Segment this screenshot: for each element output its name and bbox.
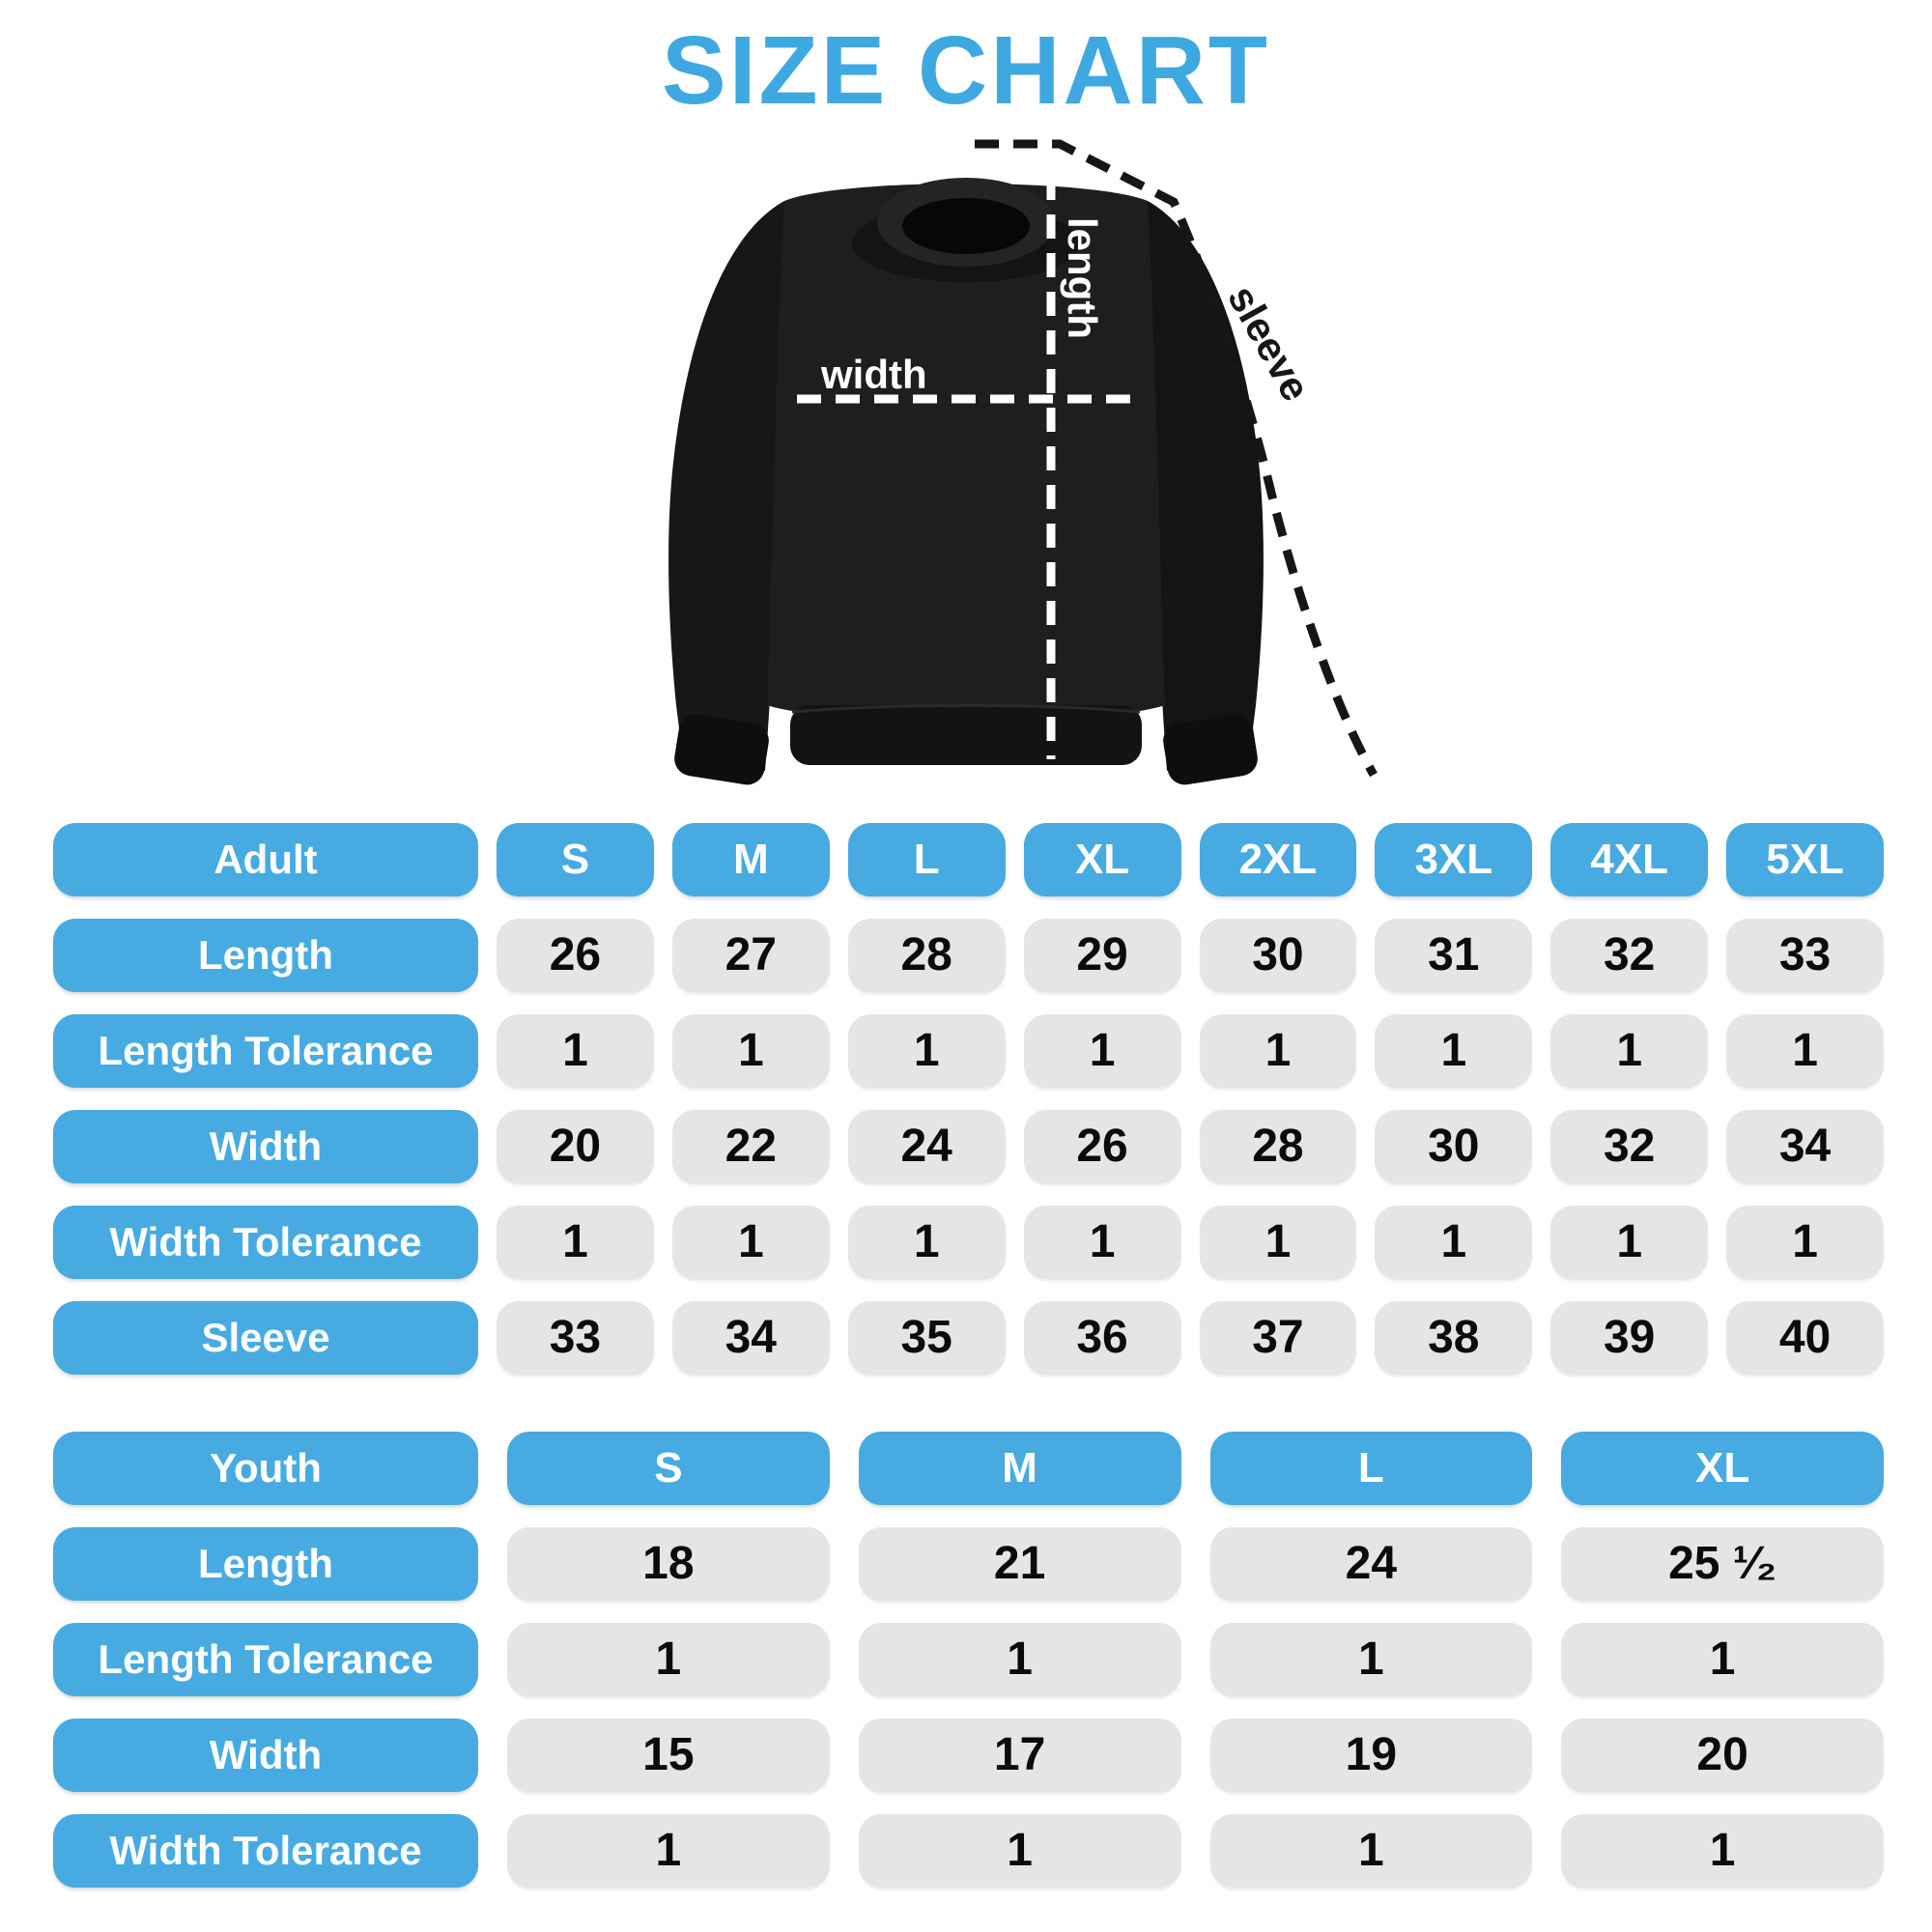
youth-size-header-s: S — [507, 1432, 830, 1505]
adult-size-table: Adult S M L XL 2XL 3XL 4XL 5XL Length 26… — [53, 823, 1884, 1375]
adult-cell-length-4xl: 32 — [1550, 919, 1709, 992]
adult-row-label-length-tolerance: Length Tolerance — [53, 1014, 478, 1088]
adult-cell-width-5xl: 34 — [1726, 1110, 1884, 1183]
adult-cell-width-xl: 26 — [1023, 1110, 1181, 1183]
adult-row-label-sleeve: Sleeve — [53, 1301, 478, 1375]
adult-cell-width-2xl: 28 — [1199, 1110, 1357, 1183]
adult-cell-length-s: 26 — [497, 919, 654, 992]
adult-cell-widthtol-s: 1 — [497, 1206, 654, 1279]
sweatshirt-right-sleeve — [1145, 201, 1264, 771]
adult-cell-widthtol-l: 1 — [847, 1206, 1006, 1279]
adult-cell-lengthtol-2xl: 1 — [1199, 1014, 1357, 1088]
youth-cell-length-s: 18 — [507, 1527, 830, 1601]
youth-cell-width-s: 15 — [507, 1719, 830, 1792]
sweatshirt-diagram: width length sleeve — [580, 126, 1378, 802]
adult-row-label-width: Width — [53, 1110, 478, 1183]
adult-cell-lengthtol-5xl: 1 — [1726, 1014, 1884, 1088]
adult-cell-length-3xl: 31 — [1375, 919, 1533, 992]
youth-cell-lengthtol-l: 1 — [1209, 1623, 1533, 1696]
adult-cell-widthtol-3xl: 1 — [1375, 1206, 1533, 1279]
youth-cell-width-m: 17 — [858, 1719, 1181, 1792]
adult-size-header-xl: XL — [1023, 823, 1181, 896]
collar-inner — [902, 198, 1030, 254]
adult-cell-lengthtol-4xl: 1 — [1550, 1014, 1709, 1088]
sweatshirt-hem-band — [790, 705, 1142, 765]
youth-cell-length-m: 21 — [858, 1527, 1181, 1601]
youth-row-label-length: Length — [53, 1527, 478, 1601]
adult-row-label-length: Length — [53, 919, 478, 992]
adult-size-header-l: L — [847, 823, 1006, 896]
adult-cell-lengthtol-s: 1 — [497, 1014, 654, 1088]
width-label: width — [820, 352, 927, 397]
adult-cell-width-3xl: 30 — [1375, 1110, 1533, 1183]
adult-cell-sleeve-l: 35 — [847, 1301, 1006, 1375]
adult-cell-widthtol-xl: 1 — [1023, 1206, 1181, 1279]
adult-cell-length-xl: 29 — [1023, 919, 1181, 992]
adult-size-header-s: S — [497, 823, 654, 896]
sweatshirt-svg: width length sleeve — [668, 139, 1378, 785]
youth-row-label-width-tolerance: Width Tolerance — [53, 1814, 478, 1888]
page-title: SIZE CHART — [662, 16, 1270, 125]
adult-cell-sleeve-3xl: 38 — [1375, 1301, 1533, 1375]
adult-cell-lengthtol-l: 1 — [847, 1014, 1006, 1088]
adult-cell-sleeve-xl: 36 — [1023, 1301, 1181, 1375]
adult-cell-lengthtol-3xl: 1 — [1375, 1014, 1533, 1088]
adult-cell-width-s: 20 — [497, 1110, 654, 1183]
youth-cell-widthtol-m: 1 — [858, 1814, 1181, 1888]
youth-cell-width-xl: 20 — [1561, 1719, 1884, 1792]
adult-size-header-2xl: 2XL — [1199, 823, 1357, 896]
adult-cell-sleeve-4xl: 39 — [1550, 1301, 1709, 1375]
adult-row-label-width-tolerance: Width Tolerance — [53, 1206, 478, 1279]
youth-cell-widthtol-s: 1 — [507, 1814, 830, 1888]
sweatshirt-left-sleeve — [668, 201, 787, 771]
youth-cell-length-l: 24 — [1209, 1527, 1533, 1601]
adult-cell-width-4xl: 32 — [1550, 1110, 1709, 1183]
youth-cell-length-xl: 25 ¹⁄₂ — [1561, 1527, 1884, 1601]
youth-cell-widthtol-l: 1 — [1209, 1814, 1533, 1888]
youth-row-label-length-tolerance: Length Tolerance — [53, 1623, 478, 1696]
adult-cell-widthtol-5xl: 1 — [1726, 1206, 1884, 1279]
sweatshirt-right-cuff — [1163, 714, 1258, 785]
youth-size-header-m: M — [858, 1432, 1181, 1505]
adult-cell-widthtol-2xl: 1 — [1199, 1206, 1357, 1279]
youth-size-header-xl: XL — [1561, 1432, 1884, 1505]
adult-cell-sleeve-2xl: 37 — [1199, 1301, 1357, 1375]
youth-cell-widthtol-xl: 1 — [1561, 1814, 1884, 1888]
adult-cell-sleeve-s: 33 — [497, 1301, 654, 1375]
adult-cell-lengthtol-m: 1 — [671, 1014, 830, 1088]
adult-cell-lengthtol-xl: 1 — [1023, 1014, 1181, 1088]
youth-cell-lengthtol-m: 1 — [858, 1623, 1181, 1696]
adult-cell-length-m: 27 — [671, 919, 830, 992]
youth-cell-lengthtol-xl: 1 — [1561, 1623, 1884, 1696]
adult-size-header-4xl: 4XL — [1550, 823, 1709, 896]
youth-row-label-width: Width — [53, 1719, 478, 1792]
adult-table-header: Adult — [53, 823, 478, 896]
length-label: length — [1060, 217, 1105, 339]
sleeve-measure-line — [975, 139, 1378, 778]
adult-cell-length-2xl: 30 — [1199, 919, 1357, 992]
sweatshirt-body — [767, 184, 1165, 722]
youth-cell-lengthtol-s: 1 — [507, 1623, 830, 1696]
adult-cell-width-l: 24 — [847, 1110, 1006, 1183]
adult-cell-sleeve-m: 34 — [671, 1301, 830, 1375]
youth-cell-width-l: 19 — [1209, 1719, 1533, 1792]
youth-table-header: Youth — [53, 1432, 478, 1505]
adult-size-header-3xl: 3XL — [1375, 823, 1533, 896]
adult-size-header-5xl: 5XL — [1726, 823, 1884, 896]
adult-size-header-m: M — [671, 823, 830, 896]
youth-size-header-l: L — [1209, 1432, 1533, 1505]
sweatshirt-left-cuff — [674, 714, 769, 785]
adult-cell-sleeve-5xl: 40 — [1726, 1301, 1884, 1375]
adult-cell-width-m: 22 — [671, 1110, 830, 1183]
adult-cell-length-l: 28 — [847, 919, 1006, 992]
youth-size-table: Youth S M L XL Length 18 21 24 25 ¹⁄₂ Le… — [53, 1432, 1884, 1888]
adult-cell-length-5xl: 33 — [1726, 919, 1884, 992]
adult-cell-widthtol-4xl: 1 — [1550, 1206, 1709, 1279]
adult-cell-widthtol-m: 1 — [671, 1206, 830, 1279]
sweatshirt-hem-seam — [791, 703, 1141, 714]
